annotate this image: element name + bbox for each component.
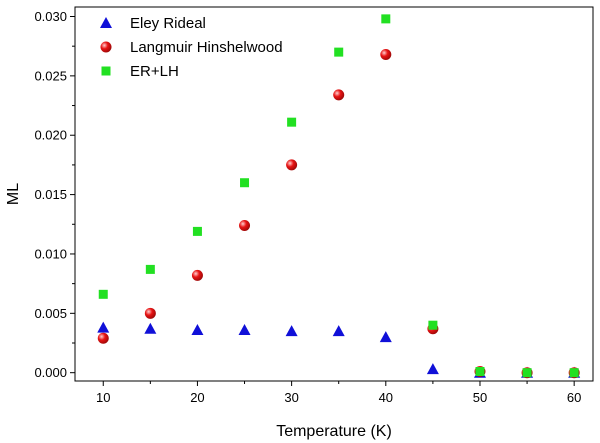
circle-point: [286, 159, 298, 171]
triangle-point: [191, 323, 204, 335]
circle-point: [380, 48, 392, 60]
y-tick-label: 0.030: [34, 9, 67, 24]
x-axis: 10 20 30 40 50 60: [96, 381, 581, 405]
square-point: [145, 264, 155, 274]
square-point: [192, 226, 202, 236]
x-tick-label: 20: [190, 390, 204, 405]
triangle-point: [144, 322, 157, 334]
legend-label: Eley Rideal: [130, 15, 206, 32]
x-tick-label: 40: [379, 390, 393, 405]
circle-point: [97, 332, 109, 344]
legend-label: ER+LH: [130, 63, 179, 80]
legend-label: Langmuir Hinshelwood: [130, 39, 283, 56]
plot-area-frame: [74, 6, 594, 382]
x-axis-title: Temperature (K): [276, 423, 392, 440]
y-axis-title: ML: [5, 183, 22, 205]
circle-point: [191, 269, 203, 281]
triangle-point: [332, 325, 345, 337]
y-tick-label: 0.010: [34, 246, 67, 261]
triangle-point: [238, 323, 251, 335]
square-point: [240, 178, 250, 188]
legend: Eley Rideal Langmuir Hinshelwood ER+LH: [100, 15, 283, 80]
square-point: [522, 368, 532, 378]
y-axis: 0.000 0.005 0.010 0.015 0.020 0.025 0.030: [34, 9, 75, 380]
triangle-point: [379, 331, 392, 343]
y-tick-label: 0.025: [34, 68, 67, 83]
y-tick-label: 0.015: [34, 187, 67, 202]
y-tick-label: 0.020: [34, 128, 67, 143]
data-points: [97, 14, 581, 379]
y-tick-label: 0.000: [34, 365, 67, 380]
legend-triangle-marker: [100, 17, 112, 28]
square-point: [381, 14, 391, 24]
circle-point: [333, 89, 345, 101]
legend-circle-marker: [100, 41, 112, 53]
legend-square-marker: [101, 66, 111, 76]
x-tick-label: 60: [567, 390, 581, 405]
square-point: [475, 367, 485, 377]
x-tick-label: 30: [284, 390, 298, 405]
triangle-point: [285, 325, 298, 337]
series-2: [98, 14, 579, 378]
triangle-point: [426, 363, 439, 375]
square-point: [334, 47, 344, 57]
circle-point: [144, 307, 156, 319]
square-point: [98, 289, 108, 299]
x-tick-label: 50: [473, 390, 487, 405]
x-tick-label: 10: [96, 390, 110, 405]
circle-point: [239, 219, 251, 231]
y-tick-label: 0.005: [34, 306, 67, 321]
square-point: [428, 320, 438, 330]
square-point: [287, 117, 297, 127]
triangle-point: [97, 321, 110, 333]
square-point: [569, 368, 579, 378]
